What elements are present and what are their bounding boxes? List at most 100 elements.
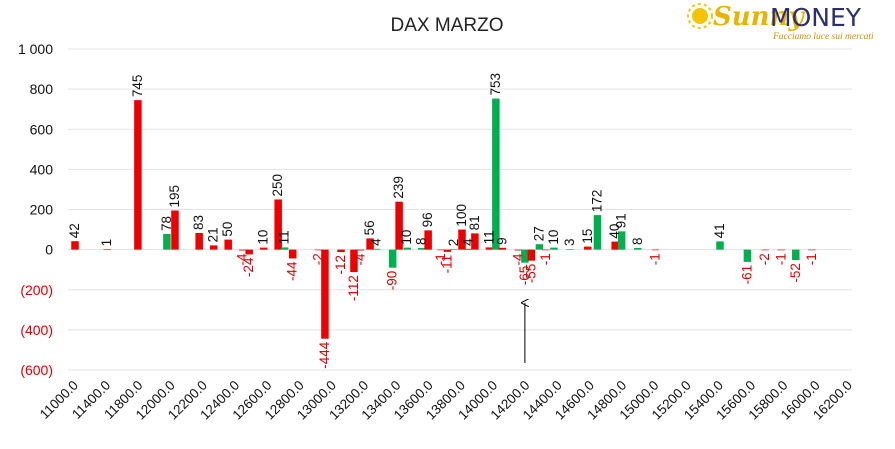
data-label: 9 [494, 237, 509, 245]
bars [71, 98, 816, 339]
bar [535, 244, 544, 250]
data-label: -1 [538, 253, 553, 265]
bar [611, 241, 619, 250]
data-label: 50 [220, 222, 235, 237]
bar [395, 201, 403, 250]
bar [521, 249, 529, 263]
bar [350, 249, 358, 273]
data-label: 10 [399, 230, 414, 245]
bar [424, 230, 432, 250]
bar [280, 247, 289, 250]
bar [464, 248, 473, 250]
data-label: -1 [773, 253, 788, 265]
data-label: -44 [285, 261, 300, 281]
data-label: -4 [510, 253, 525, 265]
data-label: 96 [420, 212, 435, 227]
y-tick-label: 200 [30, 202, 54, 218]
bar [471, 233, 479, 250]
data-label: 100 [454, 204, 469, 227]
bar [651, 249, 660, 251]
data-label: -11 [439, 255, 454, 274]
bar [134, 100, 142, 250]
sun-icon [687, 3, 713, 29]
y-tick-label: 800 [30, 81, 54, 97]
data-label: 11 [277, 230, 292, 244]
data-label: 8 [630, 238, 645, 246]
bar [527, 249, 536, 261]
bar [163, 233, 171, 250]
data-label: 10 [256, 230, 271, 245]
data-label: 2 [446, 239, 461, 247]
y-tick-label: 400 [30, 161, 54, 177]
brand-logo: Sunny MONEY Facciamo luce sui mercati [687, 2, 874, 42]
bar [372, 248, 381, 250]
data-label: 10 [546, 230, 561, 245]
bar [238, 249, 247, 251]
bar [443, 249, 452, 252]
y-tick-label: (600) [20, 362, 53, 378]
data-label: 41 [712, 223, 727, 238]
data-label: -52 [788, 263, 803, 283]
chart-title: DAX MARZO [391, 15, 504, 36]
data-label: 83 [191, 215, 206, 230]
data-label: 78 [159, 216, 174, 231]
data-label: -112 [346, 275, 361, 301]
bar [314, 249, 323, 251]
data-label: -1 [433, 253, 448, 265]
bar [103, 249, 111, 251]
bar [224, 239, 232, 250]
data-label: -2 [310, 253, 325, 265]
data-label: 11 [481, 230, 496, 244]
bar [245, 249, 253, 255]
bar [566, 249, 574, 250]
bar [808, 249, 816, 251]
data-label: 1 [99, 239, 114, 247]
bar [259, 247, 268, 250]
bar [550, 247, 558, 250]
y-tick-label: 1 000 [18, 41, 53, 57]
data-label: 56 [362, 220, 377, 235]
logo-tagline: Facciamo luce sui mercati [772, 32, 874, 42]
data-label: 239 [391, 176, 406, 199]
data-label: 81 [467, 215, 482, 230]
y-tick-label: 0 [45, 242, 53, 258]
bar [356, 249, 365, 251]
data-label: 21 [206, 227, 221, 242]
bar [584, 246, 592, 250]
data-label: -4 [235, 253, 250, 265]
data-label: -24 [241, 257, 256, 277]
data-label: -55 [523, 264, 538, 284]
bar [388, 249, 397, 268]
logo-script: Sunny [713, 2, 805, 32]
y-axis-ticks: 1 000 800 600 400 200 0 (200) (400) (600) [18, 41, 53, 378]
bar [542, 249, 550, 251]
data-label: 3 [562, 239, 577, 247]
data-label: 195 [167, 185, 182, 208]
bar [337, 249, 345, 253]
data-label: 15 [580, 229, 595, 244]
y-tick-label: 600 [30, 121, 54, 137]
data-label: 753 [488, 73, 503, 96]
data-label: -1 [804, 253, 819, 265]
x-axis-ticks: 11000.011400.011800.012000.012200.012400… [37, 378, 855, 423]
bar [171, 210, 179, 250]
data-label: 40 [607, 224, 622, 239]
bar [792, 249, 800, 261]
y-tick-label: (200) [20, 282, 53, 298]
data-label: 745 [130, 75, 145, 98]
y-tick-label: (400) [20, 322, 53, 338]
logo-word: MONEY [770, 3, 862, 32]
data-label: 42 [67, 223, 82, 238]
data-label: 4 [369, 238, 384, 246]
bar [195, 232, 203, 250]
bar [458, 229, 466, 250]
bar [274, 199, 282, 250]
data-label: 27 [531, 226, 546, 241]
bar [617, 231, 626, 250]
data-label: -90 [385, 271, 400, 291]
bar [71, 241, 79, 250]
bar [634, 248, 642, 250]
data-label: -444 [317, 341, 332, 369]
